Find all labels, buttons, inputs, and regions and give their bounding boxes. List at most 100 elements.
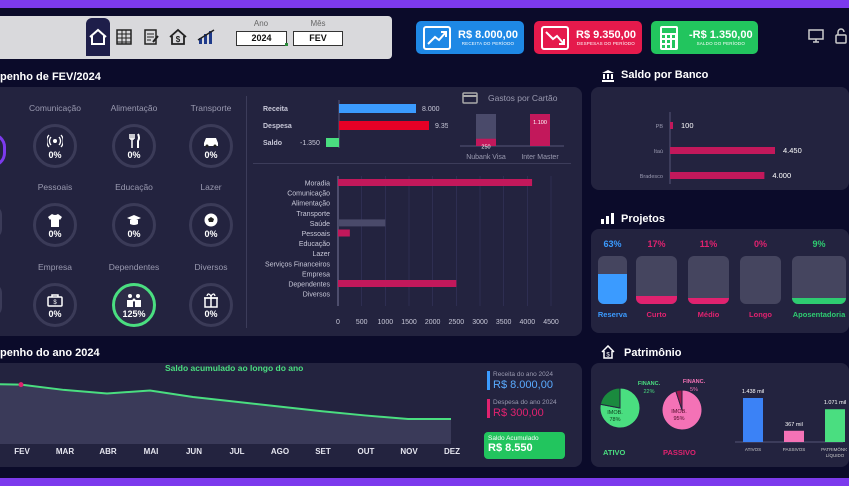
svg-text:$: $ — [176, 35, 181, 44]
x-tick-label: 500 — [356, 319, 368, 326]
month-label: FEV — [14, 447, 30, 456]
month-label: Mês — [310, 19, 326, 28]
despesa-kpi-card: R$ 9.350,00 DESPESAS DO PERÍODO — [534, 21, 642, 54]
x-tick-label: 4000 — [520, 319, 536, 326]
saldo-acumulado-card: Saldo Acumulado R$ 8.550 — [484, 432, 565, 459]
card-bar-value: 1.100 — [533, 120, 547, 126]
month-performance-title: penho de FEV/2024 — [0, 71, 101, 83]
category-gauge: 0% — [112, 124, 156, 168]
category-label: Empresa — [37, 262, 72, 272]
divider — [253, 163, 571, 164]
pie-slice — [675, 389, 683, 411]
balance-bar — [339, 104, 416, 113]
toolbar: $ Ano 2024 Mês FEV — [0, 16, 392, 59]
patrimonio-charts: IMOB.78%FINANC.22%IMOB.95%FINANC.5% 1.438… — [599, 379, 847, 458]
month-label: SET — [315, 447, 331, 456]
bank-icon — [601, 69, 615, 87]
category-expense-bar — [338, 179, 533, 186]
category-label: Diversos — [194, 262, 228, 272]
receita-kpi-label: RECEITA DO PERÍODO — [461, 41, 515, 46]
form-button[interactable] — [139, 18, 163, 56]
table-button[interactable] — [112, 18, 136, 56]
patrimonio-bar-label: LÍQUIDO — [826, 452, 845, 458]
month-label: NOV — [400, 447, 418, 456]
screen-icon — [808, 29, 824, 43]
line-series — [0, 383, 451, 420]
calculator-icon — [660, 25, 678, 50]
accumulated-balance-line-chart — [0, 382, 451, 444]
bank-bar — [670, 172, 765, 179]
category-axis-label: Alimentação — [291, 201, 330, 208]
patrimonio-bar-label: PASSIVOS — [783, 447, 805, 452]
pie-label: 5% — [690, 387, 698, 393]
x-tick-label: 2000 — [425, 319, 441, 326]
pie-label: FINANC. — [683, 379, 706, 385]
x-tick-label: 1000 — [378, 319, 394, 326]
saldo-acumulado-label: Saldo Acumulado — [488, 435, 539, 442]
category-pct: 0% — [127, 228, 141, 239]
lock-button[interactable] — [834, 27, 848, 49]
project-name: Longo — [749, 310, 772, 319]
project-pct: 9% — [812, 239, 826, 249]
patrimonio-title: Patrimônio — [624, 347, 682, 359]
svg-text:$: $ — [53, 300, 57, 306]
presentation-button[interactable] — [808, 28, 824, 49]
project-progress-fill — [598, 273, 627, 304]
category-axis-label: Educação — [299, 241, 330, 248]
balance-bar — [339, 121, 429, 130]
home-button[interactable] — [86, 18, 110, 56]
top-frame — [0, 0, 849, 8]
project-progress-fill — [792, 298, 846, 304]
category-pct: 0% — [48, 228, 62, 239]
receita-year-marker — [487, 371, 490, 390]
month-label: DEZ — [444, 447, 460, 456]
category-gauge: 0% — [189, 203, 233, 247]
category-axis-label: Serviços Financeiros — [265, 261, 330, 268]
category-label: Pessoais — [37, 182, 73, 192]
form-edit-icon — [144, 29, 159, 45]
bottom-frame — [0, 478, 849, 486]
category-gauge: 125% — [112, 283, 156, 327]
project-pct: 17% — [647, 239, 666, 249]
category-axis-label: Transporte — [296, 211, 330, 218]
bank-balance-chart: PB 100 Itaú 4.450 Bradesco 4.000 — [640, 112, 802, 184]
month-label: OUT — [357, 447, 375, 456]
pie-label: FINANC. — [638, 381, 661, 387]
year-performance-title: penho do ano 2024 — [0, 347, 100, 359]
project-pct: 63% — [603, 239, 622, 249]
project-name: Curto — [646, 310, 667, 319]
table-icon — [116, 29, 132, 45]
bank-value-label: 4.450 — [783, 146, 802, 155]
bank-bar — [670, 147, 775, 154]
patrimonio-bar — [743, 398, 763, 442]
category-axis-label: Saúde — [310, 221, 330, 228]
despesa-kpi-label: DESPESAS DO PERÍODO — [576, 41, 635, 46]
year-field[interactable]: 2024 — [236, 31, 287, 46]
project-pct: 0% — [753, 239, 767, 249]
category-pct: 125% — [122, 308, 146, 319]
card-spending-chart: 250 Nubank Visa 1.100 Inter Master — [460, 114, 564, 161]
category-label: Lazer — [200, 182, 222, 192]
category-pct: 0% — [127, 149, 141, 160]
finance-house-button[interactable]: $ — [166, 18, 190, 56]
bar-value-label: 9.350 — [435, 123, 448, 130]
report-button[interactable] — [194, 18, 218, 56]
shirt-icon — [48, 213, 62, 227]
card-bar-bg — [476, 114, 496, 146]
bank-label: Itaú — [654, 149, 663, 155]
fork-knife-icon — [129, 133, 140, 148]
project-progress-bar — [636, 256, 677, 304]
project-progress-fill — [688, 298, 729, 304]
month-field[interactable]: FEV — [293, 31, 343, 46]
project-progress-bar — [598, 256, 627, 304]
despesa-kpi-value: R$ 9.350,00 — [576, 29, 636, 41]
patrimonio-bar — [825, 409, 845, 442]
month-label: AGO — [270, 447, 290, 456]
month-label: ABR — [99, 447, 117, 456]
trend-down-icon — [541, 25, 569, 50]
project-name: Reserva — [597, 310, 628, 319]
pie-slice — [599, 387, 621, 409]
patrimonio-bar-label: ATIVOS — [745, 447, 761, 452]
category-label: Transporte — [190, 103, 232, 113]
ativo-label: ATIVO — [603, 448, 626, 457]
